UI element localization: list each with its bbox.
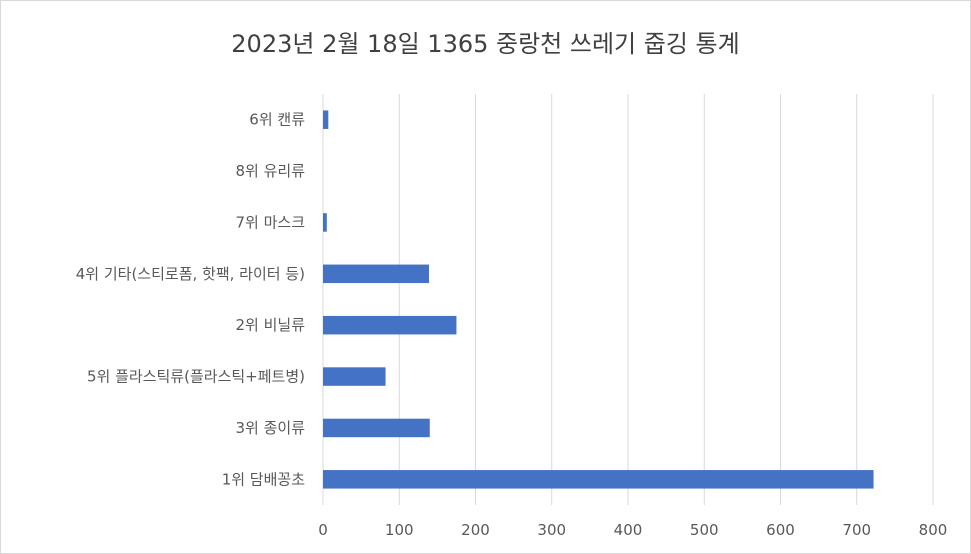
x-tick-label: 100	[385, 521, 414, 539]
bar	[323, 315, 457, 335]
category-label: 6위 캔류	[249, 111, 305, 129]
category-label: 2위 비닐류	[235, 316, 305, 334]
category-label: 4위 기타(스티로폼, 핫팩, 라이터 등)	[76, 265, 305, 283]
chart-title: 2023년 2월 18일 1365 중랑천 쓰레기 줍깅 통계	[231, 30, 740, 58]
category-label: 5위 플라스틱류(플라스틱+페트병)	[87, 368, 305, 386]
x-tick-label: 0	[318, 521, 328, 539]
bar	[323, 367, 386, 386]
category-label: 3위 종이류	[235, 419, 305, 437]
category-label: 7위 마스크	[235, 213, 305, 231]
x-tick-label: 600	[766, 521, 795, 539]
category-label: 1위 담배꽁초	[222, 470, 306, 488]
x-tick-label: 800	[919, 521, 948, 539]
x-tick-label: 200	[461, 521, 490, 539]
x-tick-label: 700	[842, 521, 871, 539]
bar	[323, 418, 430, 438]
bar	[323, 213, 327, 232]
category-label: 8위 유리류	[235, 162, 305, 180]
bar	[323, 264, 429, 284]
x-tick-label: 300	[537, 521, 566, 539]
x-tick-label: 500	[690, 521, 719, 539]
x-tick-label: 400	[614, 521, 643, 539]
bar	[323, 470, 874, 489]
bar	[323, 110, 329, 129]
